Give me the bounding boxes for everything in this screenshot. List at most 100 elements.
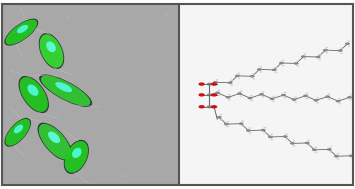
Circle shape [294, 101, 297, 103]
Circle shape [348, 40, 350, 42]
Circle shape [260, 66, 262, 68]
Circle shape [33, 127, 37, 129]
Circle shape [281, 94, 286, 96]
Circle shape [323, 49, 328, 51]
Circle shape [262, 91, 264, 93]
Ellipse shape [65, 141, 88, 173]
Circle shape [274, 67, 277, 68]
Circle shape [219, 114, 222, 115]
Circle shape [250, 75, 255, 78]
Circle shape [304, 53, 306, 55]
Circle shape [272, 96, 275, 97]
Circle shape [247, 97, 252, 99]
Circle shape [211, 93, 217, 97]
Circle shape [348, 46, 350, 47]
Circle shape [325, 95, 330, 98]
Circle shape [272, 69, 277, 71]
Circle shape [260, 71, 262, 73]
Circle shape [326, 47, 328, 48]
Circle shape [334, 155, 339, 158]
Circle shape [211, 82, 217, 86]
Circle shape [282, 60, 284, 61]
Ellipse shape [72, 148, 82, 158]
Circle shape [215, 91, 220, 94]
Circle shape [250, 95, 253, 96]
Ellipse shape [4, 19, 38, 46]
Circle shape [307, 145, 310, 146]
Ellipse shape [5, 118, 31, 147]
Circle shape [261, 129, 266, 131]
Circle shape [226, 121, 229, 122]
Circle shape [304, 58, 306, 60]
Circle shape [305, 142, 310, 144]
Circle shape [284, 92, 286, 93]
Circle shape [230, 84, 233, 86]
Circle shape [282, 65, 284, 66]
Circle shape [316, 56, 321, 58]
Circle shape [338, 103, 341, 104]
Circle shape [81, 45, 83, 46]
Ellipse shape [55, 82, 72, 92]
Circle shape [350, 94, 353, 96]
Ellipse shape [46, 41, 56, 52]
Circle shape [328, 93, 331, 95]
Circle shape [318, 59, 321, 60]
Circle shape [349, 154, 354, 157]
Bar [2, 4, 179, 185]
Circle shape [283, 135, 288, 138]
Circle shape [271, 134, 273, 135]
Circle shape [257, 68, 262, 71]
Circle shape [338, 49, 343, 52]
Circle shape [326, 52, 328, 53]
Circle shape [318, 54, 321, 55]
Circle shape [263, 132, 266, 133]
Bar [179, 4, 353, 185]
Circle shape [290, 142, 295, 145]
Circle shape [198, 93, 205, 97]
Ellipse shape [39, 33, 64, 69]
Circle shape [246, 129, 251, 132]
Circle shape [291, 98, 296, 101]
Circle shape [350, 99, 353, 101]
Ellipse shape [39, 124, 71, 160]
Circle shape [279, 62, 284, 64]
Circle shape [218, 94, 220, 96]
Circle shape [218, 90, 220, 91]
Circle shape [313, 99, 318, 102]
Circle shape [237, 78, 240, 79]
Circle shape [285, 133, 288, 135]
Circle shape [269, 98, 274, 100]
Circle shape [228, 81, 233, 84]
Circle shape [338, 98, 341, 99]
Circle shape [284, 97, 286, 98]
Circle shape [76, 129, 80, 131]
Circle shape [274, 72, 277, 73]
Circle shape [248, 132, 251, 134]
Circle shape [228, 94, 231, 96]
Circle shape [237, 92, 242, 95]
Circle shape [228, 99, 231, 101]
Circle shape [315, 152, 317, 153]
Circle shape [146, 143, 148, 144]
Circle shape [219, 119, 222, 121]
Circle shape [272, 101, 275, 102]
Circle shape [198, 105, 205, 108]
Circle shape [211, 105, 217, 108]
Circle shape [235, 74, 240, 77]
Ellipse shape [41, 76, 91, 106]
Circle shape [252, 78, 255, 80]
Circle shape [224, 123, 229, 125]
Ellipse shape [17, 25, 28, 33]
Circle shape [248, 127, 251, 129]
Circle shape [237, 73, 240, 74]
Circle shape [217, 116, 222, 119]
Circle shape [328, 98, 331, 100]
Circle shape [327, 148, 332, 151]
Ellipse shape [6, 20, 37, 45]
Circle shape [262, 96, 264, 98]
Circle shape [240, 95, 242, 97]
Circle shape [316, 97, 319, 99]
Circle shape [123, 175, 128, 177]
Circle shape [307, 140, 310, 141]
Circle shape [268, 136, 273, 138]
